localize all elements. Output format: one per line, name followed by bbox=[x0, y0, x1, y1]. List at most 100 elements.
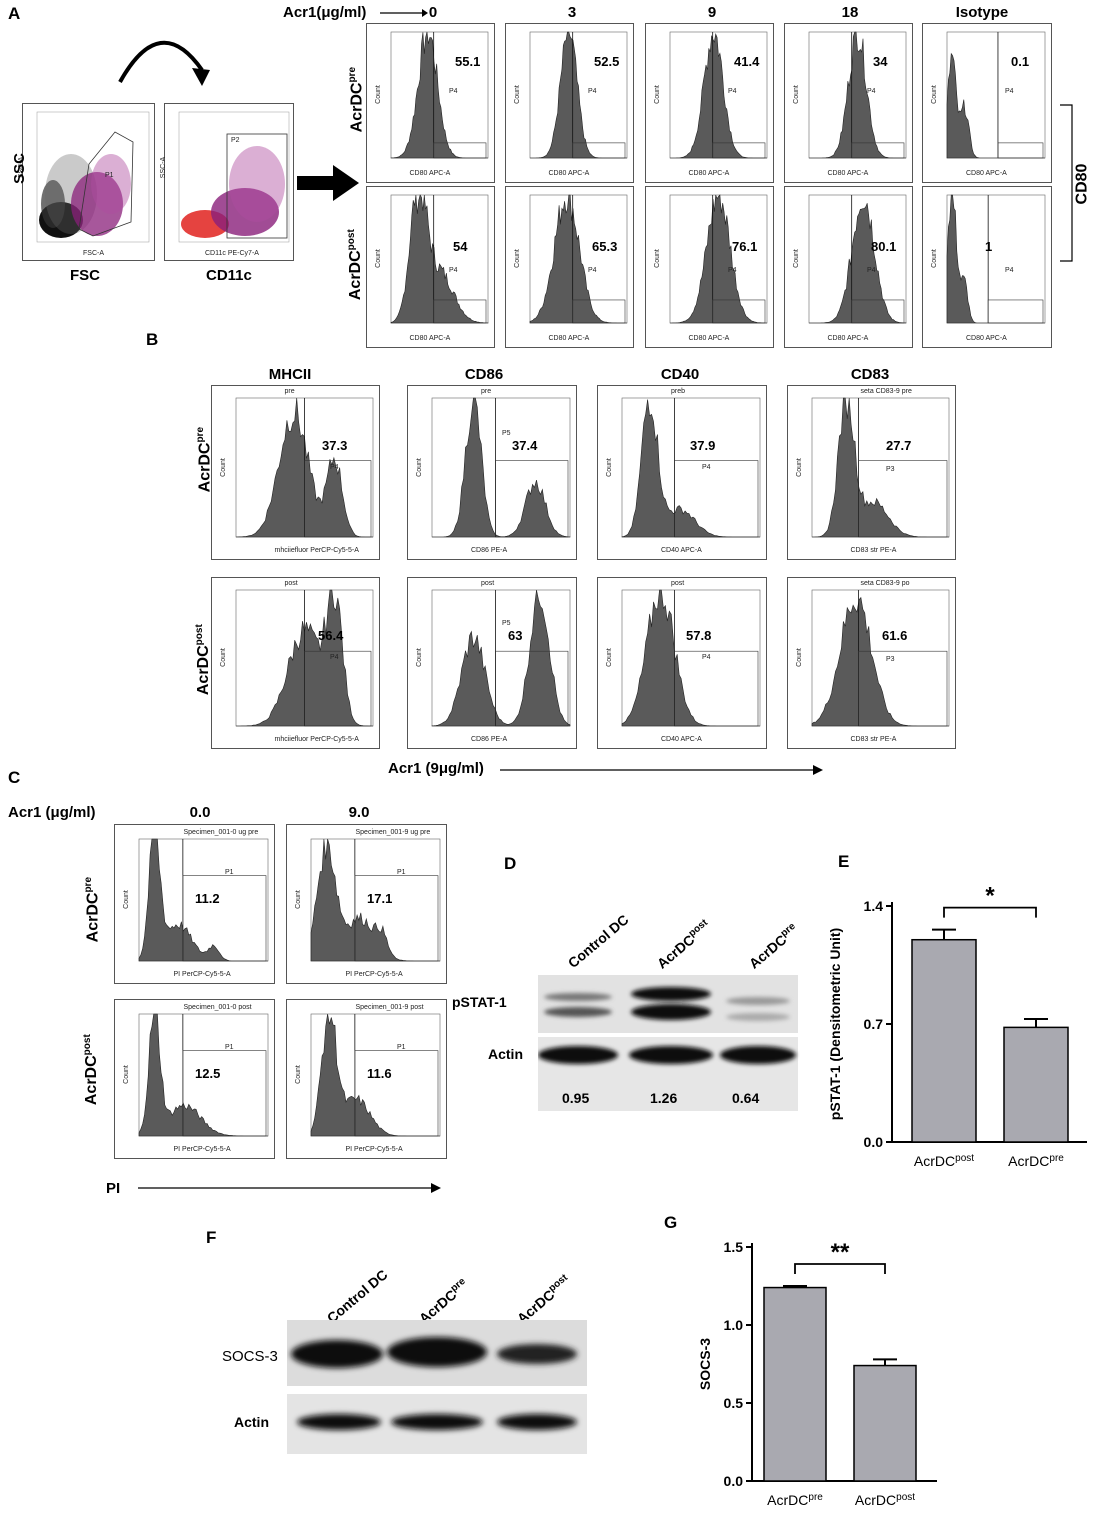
panel-b-pre-0: 37.3 P4 mhciiefluor PerCP-Cy5-5-A Count pre bbox=[211, 385, 380, 560]
panel-g-xlabel-1: AcrDCpost bbox=[855, 1492, 915, 1508]
gating-to-histograms-arrow bbox=[297, 165, 359, 201]
panel-e-ytick-label-1: 0.7 bbox=[864, 1016, 884, 1032]
panel-c-plot-3-yaxis: Count bbox=[294, 1065, 302, 1084]
cd80-post-4-gate-box bbox=[987, 299, 1044, 324]
cd80-pre-2-xaxis: CD80 APC-A bbox=[688, 170, 730, 177]
panel-c-acr-label: Acr1 (μg/ml) bbox=[8, 804, 96, 821]
panel-b-post-1-yaxis: Count bbox=[415, 648, 423, 667]
panel-e-bar-1 bbox=[1003, 1026, 1069, 1143]
panel-d-lane-post: AcrDCpost bbox=[653, 917, 710, 972]
cd80-pre-4: 0.1 P4 CD80 APC-A Count bbox=[922, 23, 1052, 183]
panel-g-ytick-label-2: 1.0 bbox=[724, 1317, 744, 1333]
cd80-pre-0-yaxis: Count bbox=[374, 85, 382, 104]
panel-d-blot bbox=[538, 975, 798, 1111]
panel-f-row-socs: SOCS-3 bbox=[222, 1348, 278, 1365]
cd80-post-4: 1 P4 CD80 APC-A Count bbox=[922, 186, 1052, 348]
panel-c-plot-2-gate-box bbox=[182, 1050, 267, 1137]
cd80-post-2: 76.1 P4 CD80 APC-A Count bbox=[645, 186, 774, 348]
panel-e-errorbar-0 bbox=[932, 928, 956, 940]
panel-c-plot-0-percent: 11.2 bbox=[195, 891, 220, 906]
cd80-pre-0-gate-box bbox=[433, 142, 487, 159]
panel-b-post-0-gate-label: P4 bbox=[330, 654, 339, 661]
panel-b-post-3-yaxis: Count bbox=[795, 648, 803, 667]
panel-b-pre-0-gate-box bbox=[304, 460, 372, 538]
panel-c-plot-2: 12.5 P1 PI PerCP-Cy5-5-A Count Specimen_001-… bbox=[114, 999, 275, 1159]
panel-b-pre-2-xaxis: CD40 APC-A bbox=[661, 547, 702, 554]
panel-c-letter: C bbox=[8, 768, 21, 787]
cd80-post-3-histogram bbox=[809, 203, 907, 324]
cd80-pre-4-gate-label: P4 bbox=[1005, 88, 1014, 95]
panel-b-post-3-gate-label: P3 bbox=[886, 656, 895, 663]
panel-b-pre-2-gate-box bbox=[674, 460, 759, 538]
panel-b-pre-3-title: seta CD83-9 pre bbox=[860, 388, 912, 395]
panel-g-ytick-label-3: 1.5 bbox=[724, 1239, 744, 1255]
panel-c-plot-2-title: Specimen_001-0 post bbox=[183, 1004, 252, 1011]
panel-c-plot-0-title: Specimen_001-0 ug pre bbox=[183, 829, 259, 836]
panel-e-bar-0 bbox=[911, 938, 977, 1143]
panel-e-sig-bracket bbox=[943, 906, 1037, 918]
panel-b-pre-1-title: pre bbox=[481, 388, 492, 395]
panel-b-post-2-percent: 57.8 bbox=[686, 628, 712, 643]
cd80-post-1-xaxis: CD80 APC-A bbox=[548, 335, 590, 342]
cd80-pre-0-xaxis: CD80 APC-A bbox=[409, 170, 451, 177]
panel-c-plot-3-xaxis: PI PerCP-Cy5-5-A bbox=[345, 1146, 403, 1153]
panel-e-xlabel-0: AcrDCpost bbox=[914, 1153, 974, 1169]
cd80-bracket bbox=[1060, 104, 1073, 262]
cd80-post-3-percent: 80.1 bbox=[871, 239, 897, 254]
panel-b-pre-0-yaxis: Count bbox=[219, 457, 227, 477]
panel-b-pre-1-yaxis: Count bbox=[415, 457, 423, 477]
panel-b-post-3-title: seta CD83-9 po bbox=[860, 580, 910, 587]
panel-g-ylabel: SOCS-3 bbox=[697, 1338, 713, 1390]
cd80-post-1-percent: 65.3 bbox=[592, 239, 618, 254]
cd80-post-3-yaxis: Count bbox=[792, 249, 800, 268]
cd80-post-1-gate-label: P4 bbox=[588, 267, 597, 274]
panel-d-row-actin: Actin bbox=[488, 1046, 523, 1062]
panel-b-pre-0-title: pre bbox=[284, 388, 295, 395]
panel-c-plot-1-gate-box bbox=[354, 875, 439, 962]
gating-plot-cd11c-ssc: CD11c PE-Cy7-A SSC-A P2 bbox=[160, 103, 294, 261]
panel-d-value-1: 1.26 bbox=[650, 1090, 678, 1106]
panel-c-col-0: 0.0 bbox=[189, 804, 211, 821]
panel-f-lane-post: AcrDCpost bbox=[513, 1272, 570, 1327]
panel-b-pre-2-percent: 37.9 bbox=[690, 438, 716, 453]
panel-b-col-2: CD40 bbox=[660, 366, 700, 383]
cd80-post-3-xaxis: CD80 APC-A bbox=[827, 335, 869, 342]
cd80-pre-3-gate-label: P4 bbox=[867, 88, 876, 95]
cd80-post-1-yaxis: Count bbox=[513, 249, 521, 268]
cd80-pre-4-xaxis: CD80 APC-A bbox=[966, 170, 1007, 177]
panel-f-letter: F bbox=[206, 1228, 217, 1247]
panel-d-lane-pre: AcrDCpre bbox=[745, 920, 798, 972]
cd80-pre-2-percent: 41.4 bbox=[734, 54, 760, 69]
panel-b-post-1: 63 P5 CD86 PE-A Count post bbox=[407, 577, 577, 749]
panel-c-plot-2-yaxis: Count bbox=[122, 1065, 130, 1084]
panel-e-chart: 0.0 0.7 1.4 AcrDCpost AcrDCpre * pSTAT-1 (Dens… bbox=[827, 883, 1087, 1169]
panel-b-pre-3: 27.7 P3 CD83 str PE-A Count seta CD83-9 pre bbox=[787, 385, 956, 560]
cd80-pre-4-gate-box bbox=[997, 142, 1044, 159]
panel-g-xlabel-0: AcrDCpre bbox=[767, 1492, 823, 1508]
panel-b-pre-0-percent: 37.3 bbox=[322, 438, 348, 453]
panel-b-post-1-histogram bbox=[431, 589, 571, 727]
panel-b-pre-3-gate-box bbox=[858, 460, 948, 538]
cd80-pre-1-percent: 52.5 bbox=[594, 54, 620, 69]
panel-b-post-2-xaxis: CD40 APC-A bbox=[661, 736, 702, 743]
gating-fsc-axis: FSC-A bbox=[83, 250, 104, 257]
panel-b-post-2-yaxis: Count bbox=[605, 648, 613, 667]
cd80-post-4-percent: 1 bbox=[985, 239, 993, 254]
panel-g-sig-stars: ** bbox=[831, 1239, 850, 1266]
panel-b-pre-3-gate-label: P3 bbox=[886, 466, 895, 473]
panel-g-bar-1 bbox=[853, 1364, 917, 1482]
cd80-post-4-gate-label: P4 bbox=[1005, 267, 1014, 274]
panel-b-pre-2: 37.9 P4 CD40 APC-A Count preb bbox=[597, 385, 767, 560]
cd80-pre-3-yaxis: Count bbox=[792, 85, 800, 104]
panel-b-post-2-title: post bbox=[671, 580, 685, 587]
cd80-post-1-gate-box bbox=[572, 299, 626, 324]
gating-cd11c-axis: CD11c PE-Cy7-A bbox=[205, 250, 259, 257]
panel-b-pre-3-xaxis: CD83 str PE-A bbox=[850, 547, 897, 554]
panel-b-post-3-percent: 61.6 bbox=[882, 628, 908, 643]
panel-c-plot-0-gate-label: P1 bbox=[225, 869, 234, 876]
cd80-post-0-histogram bbox=[390, 194, 489, 324]
panel-c-plot-3-title: Specimen_001-9 post bbox=[355, 1004, 424, 1011]
cd80-pre-3-xaxis: CD80 APC-A bbox=[827, 170, 869, 177]
panel-b-pre-0-xaxis: mhciiefluor PerCP-Cy5-5-A bbox=[274, 547, 359, 554]
panel-a-acr-label: Acr1(μg/ml) bbox=[283, 4, 367, 21]
